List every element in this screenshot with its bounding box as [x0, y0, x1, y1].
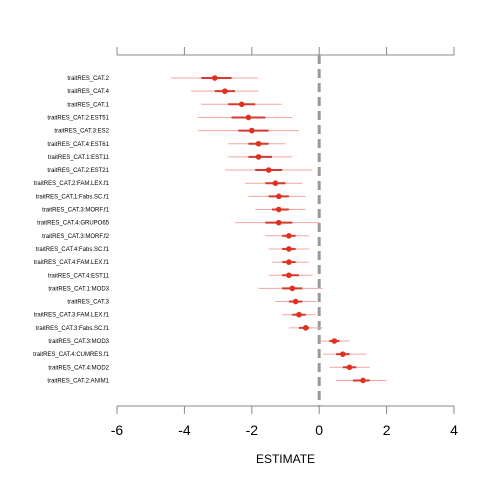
coefficient-row: traitRES_CAT.4:MOD2 — [48, 364, 370, 371]
x-tick-label: -6 — [111, 422, 124, 438]
coefficient-row: traitRES_CAT.4:Fabs.SC.f1 — [36, 246, 310, 253]
x-tick-label: -4 — [178, 422, 191, 438]
point-estimate — [289, 285, 296, 292]
coefficient-row: traitRES_CAT.2:EST51 — [47, 114, 293, 121]
row-label: traitRES_CAT.3:MOD3 — [48, 339, 109, 345]
point-estimate — [360, 377, 366, 384]
point-estimate — [286, 259, 292, 265]
coefficient-row: traitRES_CAT.2:ANIM1 — [47, 377, 387, 384]
row-label: traitRES_CAT.4:EST11 — [48, 273, 110, 279]
point-estimate — [238, 101, 245, 108]
coefficient-row: traitRES_CAT.3:Fabs.SC.f1 — [36, 325, 323, 332]
row-label: traitRES_CAT.1 — [67, 102, 109, 108]
point-estimate — [302, 325, 309, 331]
point-estimate — [346, 364, 353, 371]
coefficient-row: traitRES_CAT.4:FAM.LEX.f1 — [34, 259, 310, 266]
coefficient-row: traitRES_CAT.3:MORF.f2 — [42, 233, 310, 240]
coefficient-row: traitRES_CAT.4:EST61 — [47, 140, 286, 148]
point-estimate — [286, 246, 292, 252]
x-axis-title: ESTIMATE — [256, 452, 315, 466]
coefficient-row: traitRES_CAT.3:FAM.LEX.f1 — [34, 311, 316, 319]
coefficient-row: traitRES_CAT.2:FAM.LEX.f1 — [34, 180, 303, 187]
row-label: traitRES_CAT.4:FAM.LEX.f1 — [34, 260, 110, 266]
row-label: traitRES_CAT.4 — [67, 89, 109, 95]
coefficient-row: traitRES_CAT.2 — [67, 75, 259, 82]
bottom-axis: -6 -4 -2 0 2 4 — [111, 405, 458, 438]
coefficient-row: traitRES_CAT.3:ES2 — [54, 127, 299, 135]
point-estimate — [339, 351, 346, 357]
point-estimate — [249, 127, 255, 134]
row-label: traitRES_CAT.4:GRUPO65 — [37, 221, 110, 227]
point-estimate — [265, 167, 272, 173]
coefficient-row: traitRES_CAT.1:MOD3 — [48, 285, 323, 292]
coefficient-row: traitRES_CAT.3:MORF.f1 — [42, 206, 306, 214]
point-estimate — [272, 180, 279, 186]
x-tick-label: 0 — [315, 422, 323, 438]
row-label: traitRES_CAT.2:ANIM1 — [47, 378, 109, 384]
point-estimate — [331, 338, 338, 344]
row-label: traitRES_CAT.1:EST11 — [48, 155, 110, 161]
row-label: traitRES_CAT.3 — [67, 300, 109, 306]
point-estimate — [255, 154, 262, 160]
row-label: traitRES_CAT.4:EST61 — [47, 142, 109, 148]
coefficient-row: traitRES_CAT.3:MOD3 — [48, 338, 350, 345]
coefficient-row: traitRES_CAT.1:EST11 — [48, 154, 293, 161]
point-estimate — [286, 233, 292, 239]
x-tick-label: 2 — [383, 422, 391, 438]
top-axis — [116, 47, 455, 56]
row-label: traitRES_CAT.3:Fabs.SC.f1 — [36, 326, 110, 332]
row-label: traitRES_CAT.2:FAM.LEX.f1 — [34, 181, 110, 187]
point-estimate — [255, 140, 262, 147]
point-estimate — [275, 206, 282, 213]
row-label: traitRES_CAT.3:MORF.f2 — [42, 234, 110, 240]
coefficient-row: traitRES_CAT.4:EST11 — [48, 272, 313, 279]
row-label: traitRES_CAT.1:Fabs.SC.f1 — [36, 194, 110, 200]
point-estimate — [275, 219, 282, 226]
point-estimate — [211, 75, 218, 81]
row-label: traitRES_CAT.3:MORF.f1 — [42, 208, 110, 214]
row-label: traitRES_CAT.4:MOD2 — [48, 365, 109, 371]
point-estimate — [292, 298, 299, 305]
coefficient-row: traitRES_CAT.4:GRUPO65 — [37, 219, 320, 227]
coefficient-row: traitRES_CAT.2:EST21 — [47, 167, 313, 174]
row-label: traitRES_CAT.3:ES2 — [54, 129, 109, 135]
point-estimate — [296, 311, 302, 318]
point-estimate — [222, 88, 228, 94]
x-tick-label: -2 — [246, 422, 259, 438]
coefficient-row: traitRES_CAT.4 — [67, 88, 259, 95]
row-label: traitRES_CAT.4:Fabs.SC.f1 — [36, 247, 110, 253]
row-label: traitRES_CAT.2 — [67, 76, 109, 82]
row-label: traitRES_CAT.3:FAM.LEX.f1 — [34, 313, 110, 319]
row-label: traitRES_CAT.4:CUMRES.f1 — [33, 352, 110, 358]
point-estimate — [245, 114, 252, 121]
x-tick-label: 4 — [450, 422, 458, 438]
point-estimate — [275, 193, 282, 200]
coefficient-row: traitRES_CAT.3 — [67, 298, 316, 306]
coefficient-row: traitRES_CAT.1 — [67, 101, 283, 108]
row-label: traitRES_CAT.1:MOD3 — [48, 286, 109, 292]
row-label: traitRES_CAT.2:EST21 — [47, 168, 109, 174]
row-label: traitRES_CAT.2:EST51 — [47, 115, 109, 121]
coefficient-row: traitRES_CAT.4:CUMRES.f1 — [33, 351, 367, 358]
coefficient-row: traitRES_CAT.1:Fabs.SC.f1 — [36, 193, 306, 200]
point-estimate — [286, 272, 292, 279]
coefficient-rows: traitRES_CAT.2 traitRES_CAT.4 traitRES_CAT… — [33, 75, 387, 384]
